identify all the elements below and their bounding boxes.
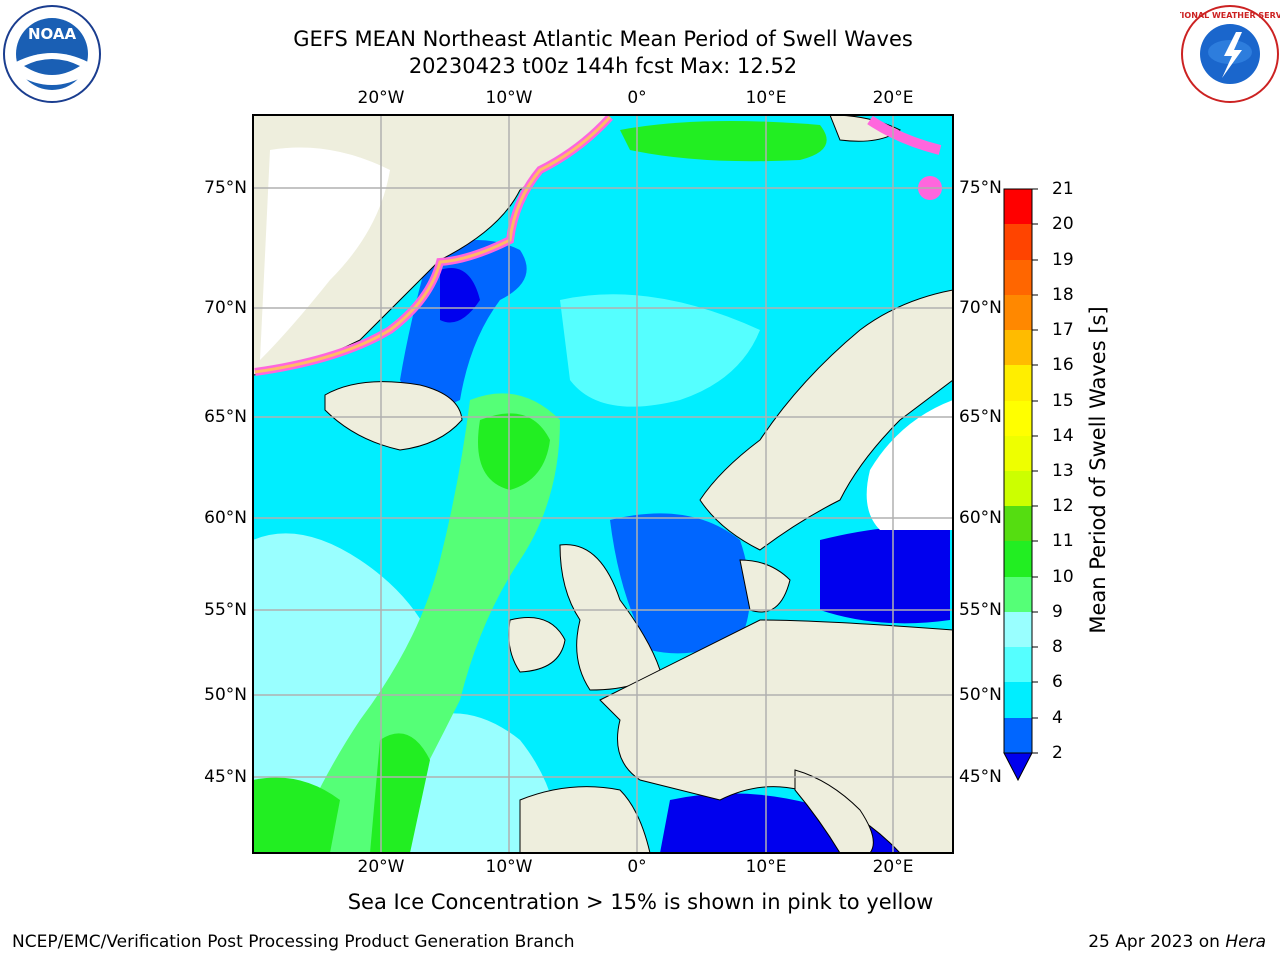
- colorbar-segment: [1004, 541, 1032, 577]
- denmark-land: [739, 559, 791, 613]
- colorbar-tick-label: 10: [1052, 567, 1074, 587]
- lon-label-bottom: 10°E: [745, 857, 787, 877]
- colorbar-tick-label: 16: [1052, 355, 1074, 375]
- colorbar-tick-label: 15: [1052, 391, 1074, 411]
- colorbar-tick-label: 19: [1052, 250, 1074, 270]
- lat-label-right: 55°N: [959, 600, 1002, 620]
- sea-ice-note: Sea Ice Concentration > 15% is shown in …: [347, 890, 934, 914]
- colorbar-extend-arrow: [1003, 752, 1033, 782]
- lon-label-bottom: 10°W: [485, 857, 533, 877]
- zone-10-11s-svalbard: [620, 121, 827, 162]
- zone-below-2s-greenland: [440, 268, 480, 323]
- svalbard-land: [829, 115, 901, 142]
- noaa-logo-text: NOAA: [28, 25, 77, 43]
- nws-logo: NATIONAL WEATHER SERVICE: [1180, 5, 1280, 103]
- colorbar: [1003, 188, 1038, 782]
- lon-label-top: 10°E: [745, 88, 787, 108]
- colorbar-segment: [1004, 260, 1032, 295]
- zone-2-4s-north-sea: [610, 513, 750, 654]
- footer-date-text: 25 Apr 2023 on: [1088, 932, 1226, 952]
- colorbar-segment: [1004, 471, 1032, 506]
- colorbar-tick-label: 2: [1052, 743, 1063, 763]
- colorbar-tick-label: 17: [1052, 320, 1074, 340]
- noaa-logo: NOAA: [3, 5, 101, 103]
- zone-below-2s-mediterranean: [660, 793, 953, 853]
- lat-label-left: 60°N: [204, 508, 247, 528]
- nws-logo-text: NATIONAL WEATHER SERVICE: [1180, 11, 1280, 20]
- lat-label-right: 75°N: [959, 178, 1002, 198]
- colorbar-segment: [1004, 401, 1032, 436]
- colorbar-tick-label: 12: [1052, 496, 1074, 516]
- lon-label-bottom: 0°: [627, 857, 647, 877]
- lat-label-left: 50°N: [204, 685, 247, 705]
- lat-label-right: 60°N: [959, 508, 1002, 528]
- zone-10-11s-southwest: [253, 777, 340, 853]
- colorbar-title: Mean Period of Swell Waves [s]: [1086, 306, 1110, 634]
- colorbar-segment: [1004, 365, 1032, 401]
- footer-credit: NCEP/EMC/Verification Post Processing Pr…: [12, 932, 575, 952]
- colorbar-segment: [1004, 612, 1032, 647]
- lat-label-right: 70°N: [959, 298, 1002, 318]
- greenland-ice: [260, 147, 390, 360]
- ireland-land: [508, 617, 566, 673]
- lat-label-left: 70°N: [204, 298, 247, 318]
- sea-ice-edge-greenland-inner: [254, 115, 612, 374]
- lon-label-top: 20°E: [872, 88, 914, 108]
- lat-label-left: 75°N: [204, 178, 247, 198]
- zone-10-11s-south: [370, 733, 430, 853]
- colorbar-segment: [1004, 577, 1032, 612]
- colorbar-tick-label: 18: [1052, 285, 1074, 305]
- colorbar-segment: [1004, 330, 1032, 365]
- colorbar-tick-label: 9: [1052, 602, 1063, 622]
- colorbar-tick-label: 11: [1052, 531, 1074, 551]
- lat-label-left: 45°N: [204, 767, 247, 787]
- italy-land: [794, 769, 874, 853]
- sea-ice-edge-svalbard: [867, 115, 942, 155]
- colorbar-tick-label: 6: [1052, 672, 1063, 692]
- colorbar-tick-label: 21: [1052, 179, 1074, 199]
- norway-land: [699, 289, 953, 551]
- graticule: [253, 115, 953, 853]
- lat-label-right: 65°N: [959, 407, 1002, 427]
- map-subtitle: 20230423 t00z 144h fcst Max: 12.52: [408, 54, 798, 78]
- zone-10-11s-iceland-south: [478, 413, 550, 490]
- map-title: GEFS MEAN Northeast Atlantic Mean Period…: [293, 27, 913, 51]
- lat-label-left: 55°N: [204, 600, 247, 620]
- iberia-land: [519, 786, 651, 853]
- zone-9-10s-band: [290, 393, 560, 853]
- footer-host: Hera: [1225, 932, 1266, 952]
- lon-label-top: 0°: [627, 88, 647, 108]
- map-frame: [252, 114, 954, 854]
- colorbar-segment: [1004, 647, 1032, 682]
- lat-label-right: 50°N: [959, 685, 1002, 705]
- colorbar-segment: [1004, 436, 1032, 471]
- colorbar-segment: [1004, 189, 1032, 224]
- colorbar-tick-label: 4: [1052, 708, 1063, 728]
- sweden-snow: [866, 400, 953, 530]
- colorbar-tick-label: 13: [1052, 461, 1074, 481]
- zone-below-2s-baltic: [820, 526, 950, 624]
- lon-label-top: 10°W: [485, 88, 533, 108]
- footer-date: 25 Apr 2023 on Hera: [1088, 932, 1266, 952]
- lon-label-bottom: 20°W: [357, 857, 405, 877]
- colorbar-segment: [1004, 224, 1032, 260]
- lat-label-left: 65°N: [204, 407, 247, 427]
- colorbar-tick-label: 8: [1052, 637, 1063, 657]
- colorbar-tick-label: 14: [1052, 426, 1074, 446]
- colorbar-segment: [1004, 506, 1032, 541]
- lat-label-right: 45°N: [959, 767, 1002, 787]
- lon-label-top: 20°W: [357, 88, 405, 108]
- lon-label-bottom: 20°E: [872, 857, 914, 877]
- colorbar-segment: [1004, 682, 1032, 718]
- colorbar-segment: [1004, 295, 1032, 330]
- colorbar-tick-label: 20: [1052, 214, 1074, 234]
- zone-6-8s-central: [560, 294, 760, 407]
- colorbar-segment: [1004, 718, 1032, 753]
- iceland-land: [324, 381, 463, 451]
